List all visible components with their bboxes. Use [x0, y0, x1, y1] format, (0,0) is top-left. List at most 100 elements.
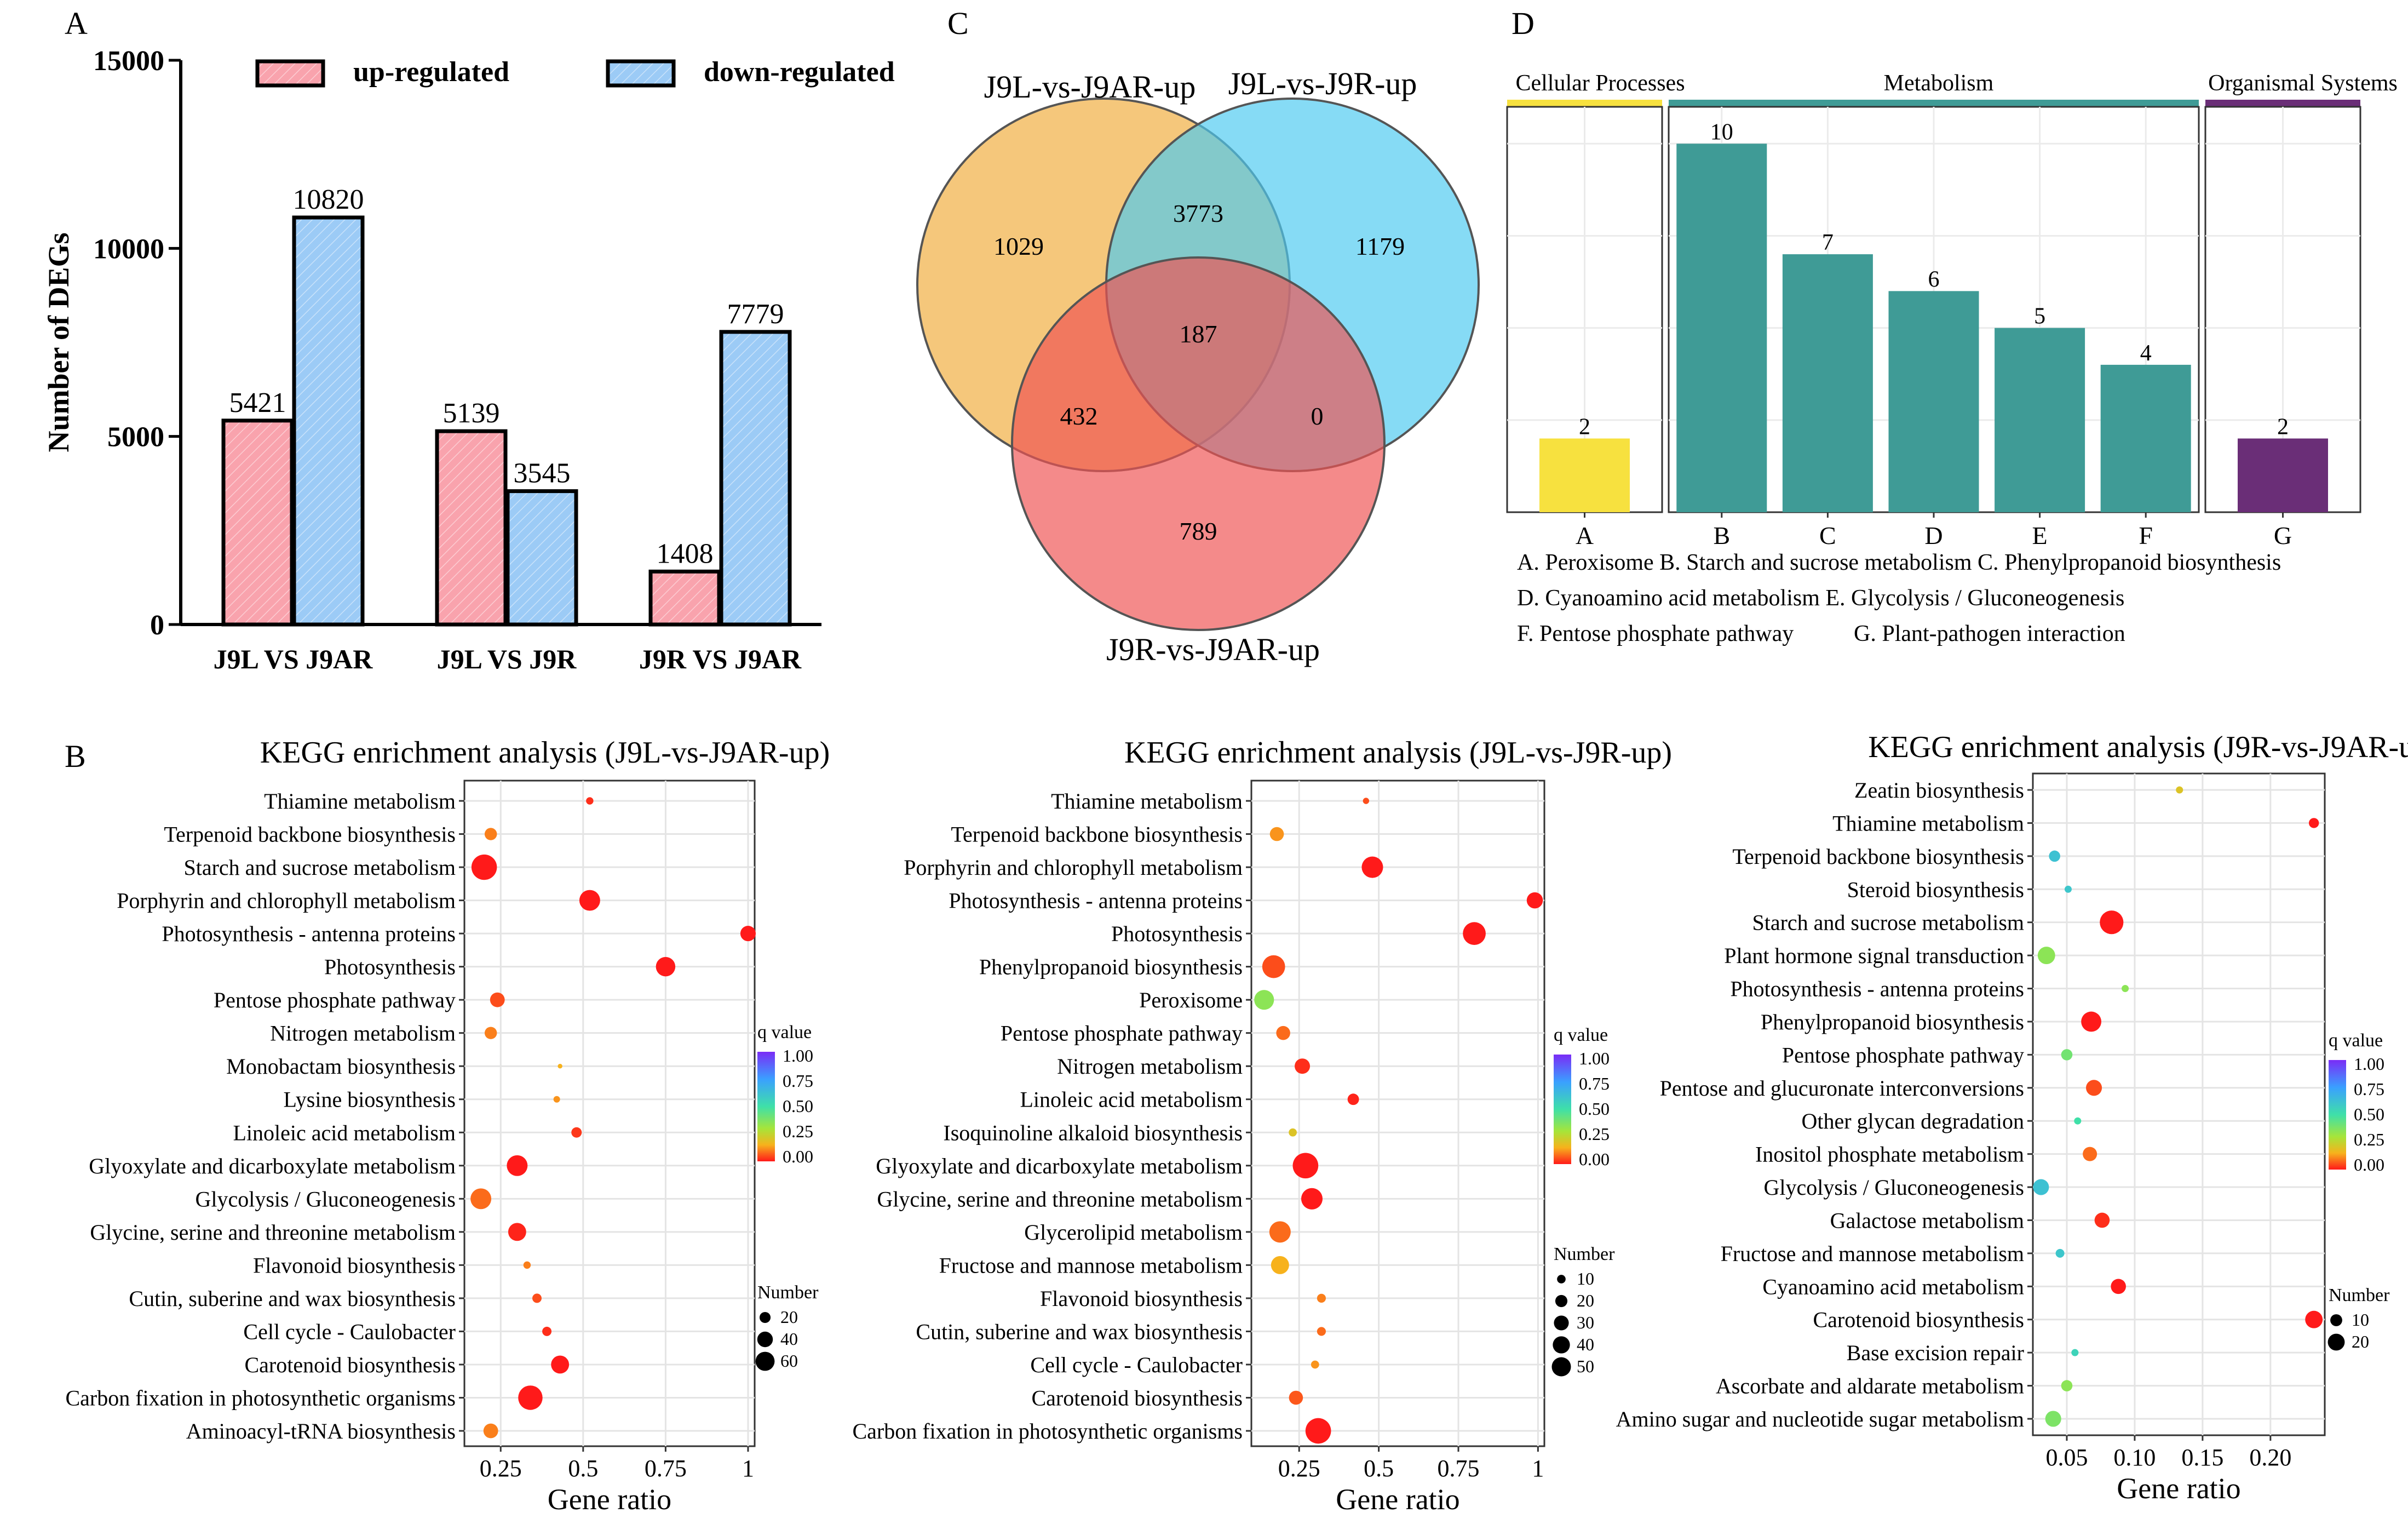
legend-label: down-regulated [704, 56, 895, 88]
bar-value-label: 6 [1928, 267, 1940, 292]
bar-value-label: 5421 [229, 387, 286, 419]
y-tick-label: 5000 [107, 422, 164, 453]
x-tick-label: 0.10 [2113, 1444, 2156, 1471]
x-tick-label: F [2139, 522, 2153, 549]
bubble [532, 1293, 542, 1303]
x-tick-label: 0.5 [1364, 1455, 1394, 1482]
venn-count-only_a: 1029 [993, 232, 1044, 260]
size-legend-label: 20 [2352, 1332, 2369, 1351]
x-tick-label: A [1576, 522, 1594, 549]
bubble [656, 956, 676, 977]
venn-set-label: J9L-vs-J9R-up [1228, 66, 1417, 101]
bubble [2045, 1411, 2061, 1427]
panel-c-venn: J9L-vs-J9AR-up J9L-vs-J9R-up J9R-vs-J9AR-u… [916, 66, 1480, 667]
bubble [507, 1155, 528, 1176]
bubble [551, 1355, 570, 1374]
size-legend-dot [1555, 1294, 1568, 1308]
bubble [1289, 1390, 1303, 1405]
size-legend-dot [2330, 1314, 2342, 1326]
pathway-label: Peroxisome [1139, 988, 1243, 1012]
pathway-label: Phenylpropanoid biosynthesis [979, 955, 1243, 979]
panel-d-category-bars: Cellular Processes 2 A Metabolism 10 B 7 C 6 D 5 E 4… [1506, 71, 2398, 646]
bar-F [2100, 364, 2191, 512]
pathway-label: Porphyrin and chlorophyll metabolism [904, 855, 1243, 880]
y-tick-label: 10000 [93, 233, 164, 265]
bubble [2122, 985, 2129, 993]
pathway-label: Other glycan degradation [1801, 1109, 2024, 1133]
x-tick-label: G [2274, 522, 2292, 549]
pathway-label: Nitrogen metabolism [1057, 1054, 1243, 1079]
facet-title: Metabolism [1884, 71, 1994, 96]
bubble [1254, 990, 1274, 1010]
pathway-label: Starch and sucrose metabolism [183, 855, 456, 880]
x-tick-label: 0.05 [2045, 1444, 2088, 1471]
pathway-label: Nitrogen metabolism [270, 1021, 456, 1046]
bubble [553, 1096, 560, 1103]
plot-title: KEGG enrichment analysis (J9R-vs-J9AR-up… [1868, 730, 2408, 764]
bubble [2308, 818, 2319, 828]
bubble [542, 1326, 552, 1336]
panel-b-bubble-2: KEGG enrichment analysis (J9L-vs-J9R-up)… [852, 736, 1672, 1516]
pathway-label: Glycolysis / Gluconeogenesis [196, 1187, 456, 1211]
facet-strip [1669, 100, 2199, 107]
pathway-label: Carotenoid biosynthesis [244, 1353, 456, 1377]
x-tick-label: 0.75 [645, 1455, 687, 1482]
x-tick-label: 1 [742, 1455, 754, 1482]
bar-value-label: 3545 [514, 458, 571, 489]
bubble [1271, 1256, 1289, 1274]
category-legend-line: A. Peroxisome B. Starch and sucrose meta… [1517, 550, 2281, 575]
pathway-label: Glycine, serine and threonine metabolism [90, 1220, 456, 1245]
pathway-label: Glyoxylate and dicarboxylate metabolism [89, 1154, 456, 1178]
size-legend-label: 60 [780, 1351, 798, 1371]
bar-down [719, 330, 792, 627]
legend-title: Number [2329, 1285, 2390, 1305]
venn-count-only_c: 789 [1180, 517, 1217, 545]
facet-strip [2205, 100, 2360, 107]
q-tick-label: 1.00 [1579, 1049, 1610, 1068]
panel-a-bar-chart: 0 5000 10000 15000 Number of DEGs 5421 10820 J9… [42, 45, 895, 674]
bubble [1317, 1327, 1326, 1336]
q-colorbar [1554, 1055, 1571, 1164]
bubble [2071, 1349, 2079, 1356]
size-legend-label: 50 [1577, 1356, 1594, 1376]
legend-swatch [255, 59, 325, 88]
legend-title: q value [2329, 1030, 2383, 1051]
bar-C [1782, 254, 1873, 512]
bar-value-label: 2 [2277, 414, 2289, 439]
size-legend-dot [1551, 1357, 1571, 1377]
pathway-label: Photosynthesis [1111, 921, 1243, 946]
legend-title: Number [757, 1282, 819, 1303]
venn-set-label: J9R-vs-J9AR-up [1106, 632, 1320, 667]
bubble [2037, 947, 2055, 965]
pathway-label: Cell cycle - Caulobacter [1030, 1353, 1243, 1377]
bubble [2305, 1310, 2323, 1328]
bubble [1463, 922, 1486, 945]
bubble [2049, 850, 2060, 862]
venn-count-abc: 187 [1180, 320, 1217, 348]
bubble [1361, 856, 1383, 878]
bubble [579, 890, 600, 911]
x-tick-label: 0.25 [1278, 1455, 1320, 1482]
bubble [1269, 827, 1284, 841]
bar-up [435, 429, 508, 627]
panel-b-bubble-1: KEGG enrichment analysis (J9L-vs-J9AR-up… [65, 736, 830, 1516]
x-axis-label: Gene ratio [2117, 1472, 2240, 1505]
pathway-label: Pentose phosphate pathway [214, 988, 456, 1012]
x-tick-label: B [1713, 522, 1730, 549]
pathway-label: Fructose and mannose metabolism [1721, 1241, 2024, 1266]
venn-count-only_b: 1179 [1355, 232, 1405, 260]
venn-set-label: J9L-vs-J9AR-up [984, 69, 1196, 105]
x-tick-label: J9L VS J9AR [214, 644, 373, 674]
pathway-label: Cell cycle - Caulobacter [243, 1319, 456, 1344]
x-tick-label: J9L VS J9R [437, 644, 577, 674]
bubble [523, 1261, 531, 1269]
x-tick-label: 0.15 [2181, 1444, 2223, 1471]
pathway-label: Lysine biosynthesis [284, 1087, 456, 1112]
panel-label-b: B [65, 738, 86, 774]
legend-title: q value [757, 1022, 812, 1042]
bubble [518, 1385, 543, 1410]
category-legend-line: F. Pentose phosphate pathway [1517, 621, 1794, 646]
bubble [740, 926, 756, 942]
pathway-label: Base excision repair [1847, 1340, 2024, 1365]
